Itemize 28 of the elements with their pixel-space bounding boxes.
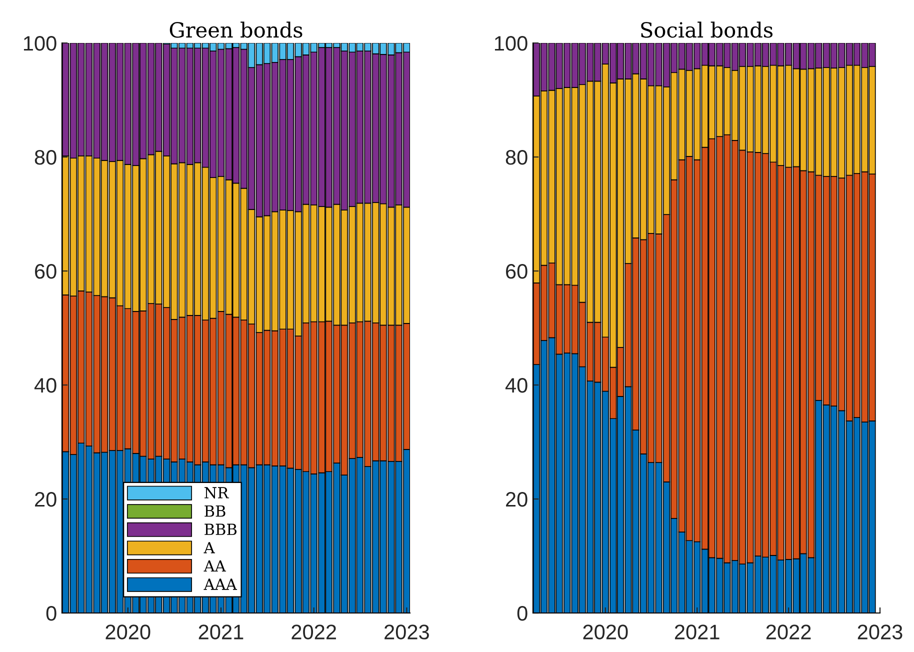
legend-label: AA: [204, 560, 226, 572]
y-tick-label: 20: [506, 492, 528, 507]
y-tick-label: 20: [35, 492, 56, 507]
chart-title: Social bonds: [641, 22, 773, 38]
y-tick-label: 0: [46, 606, 56, 621]
legend-label: AAA: [204, 578, 238, 590]
y-tick-label: 0: [517, 606, 528, 621]
x-tick-label: 2020: [106, 624, 150, 640]
y-tick-label: 60: [506, 264, 528, 279]
x-tick-label: 2020: [583, 624, 628, 640]
y-tick-label: 40: [505, 378, 528, 393]
x-tick-label: 2022: [292, 624, 336, 640]
legend-label: BB: [204, 505, 226, 517]
x-tick-label: 2023: [858, 624, 902, 640]
legend-label: NR: [204, 487, 230, 499]
y-tick-label: 100: [24, 36, 56, 51]
x-tick-label: 2023: [384, 624, 429, 640]
x-tick-label: 2021: [674, 624, 720, 640]
legend-label: A: [204, 542, 215, 554]
y-tick-label: 80: [506, 150, 528, 165]
x-tick-label: 2022: [766, 624, 811, 640]
y-tick-label: 40: [34, 378, 56, 393]
chart-title: Green bonds: [170, 22, 302, 38]
y-tick-label: 80: [34, 150, 56, 165]
y-tick-label: 100: [494, 36, 528, 51]
y-tick-label: 60: [35, 264, 56, 279]
x-tick-label: 2021: [198, 624, 244, 640]
legend-label: BBB: [204, 524, 237, 535]
